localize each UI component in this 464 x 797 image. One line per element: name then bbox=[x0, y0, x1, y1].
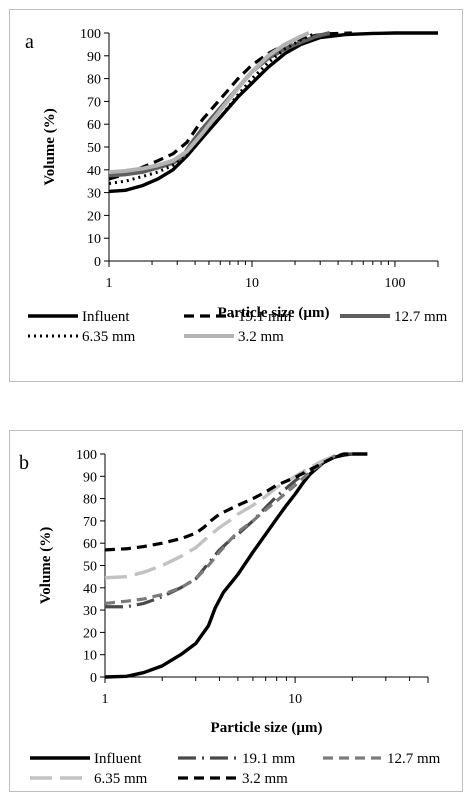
y-tick-label: 50 bbox=[87, 141, 101, 156]
x-tick-label: 10 bbox=[245, 276, 259, 291]
chart-panel-a: a 0 10 20 30 40 50 60 70 80 90 100 1 10 100 Particle si… bbox=[9, 9, 463, 382]
y-tick-label: 100 bbox=[76, 448, 97, 463]
y-tick-label: 40 bbox=[87, 164, 101, 179]
y-tick-label: 80 bbox=[87, 73, 101, 88]
series-line bbox=[104, 452, 353, 552]
y-tick-label: 70 bbox=[83, 515, 97, 530]
legend-label: 12.7 mm bbox=[394, 309, 448, 325]
series-line bbox=[108, 31, 331, 178]
y-tick-label: 20 bbox=[87, 209, 101, 224]
series-line bbox=[104, 452, 368, 679]
x-axis-title: Particle size (µm) bbox=[211, 720, 323, 736]
y-tick-label: 10 bbox=[87, 232, 101, 247]
x-tick-label: 1 bbox=[106, 276, 113, 291]
legend-label: 3.2 mm bbox=[238, 329, 284, 345]
y-tick-label: 0 bbox=[90, 671, 97, 686]
legend-label: Influent bbox=[82, 309, 130, 325]
y-tick-label: 0 bbox=[94, 255, 101, 270]
series-line bbox=[108, 31, 438, 194]
y-tick-label: 20 bbox=[83, 626, 97, 641]
y-tick-label: 30 bbox=[87, 187, 101, 202]
x-tick-label: 100 bbox=[384, 276, 405, 291]
y-tick-label: 40 bbox=[83, 582, 97, 597]
x-tick-label: 1 bbox=[102, 692, 109, 707]
series-line bbox=[104, 452, 345, 580]
y-tick-label: 90 bbox=[87, 50, 101, 65]
y-tick-label: 80 bbox=[83, 493, 97, 508]
panel-letter: b bbox=[19, 452, 29, 474]
legend-label: 6.35 mm bbox=[82, 329, 136, 345]
y-tick-label: 70 bbox=[87, 95, 101, 110]
legend-label: Influent bbox=[94, 751, 142, 767]
y-tick-label: 50 bbox=[83, 560, 97, 575]
y-tick-label: 100 bbox=[80, 27, 101, 42]
y-tick-label: 10 bbox=[83, 649, 97, 664]
legend-label: 19.1 mm bbox=[238, 309, 292, 325]
legend-label: 6.35 mm bbox=[94, 771, 148, 787]
y-tick-label: 60 bbox=[87, 118, 101, 133]
x-tick-label: 10 bbox=[288, 692, 302, 707]
panel-letter: a bbox=[25, 31, 34, 53]
y-tick-label: 90 bbox=[83, 470, 97, 485]
legend-label: 12.7 mm bbox=[387, 751, 441, 767]
y-axis-title: Volume (%) bbox=[42, 108, 58, 185]
y-tick-label: 30 bbox=[83, 604, 97, 619]
series-line bbox=[104, 452, 345, 606]
x-axis-title: Particle size (µm) bbox=[218, 305, 330, 321]
chart-panel-b: b 0 10 20 30 40 50 60 70 80 90 100 1 10 Particle size … bbox=[9, 430, 463, 792]
y-tick-label: 60 bbox=[83, 537, 97, 552]
legend-label: 19.1 mm bbox=[242, 751, 296, 767]
y-axis-title: Volume (%) bbox=[38, 527, 54, 604]
series-line bbox=[108, 31, 310, 175]
legend-label: 3.2 mm bbox=[242, 771, 288, 787]
series-line bbox=[108, 31, 317, 185]
